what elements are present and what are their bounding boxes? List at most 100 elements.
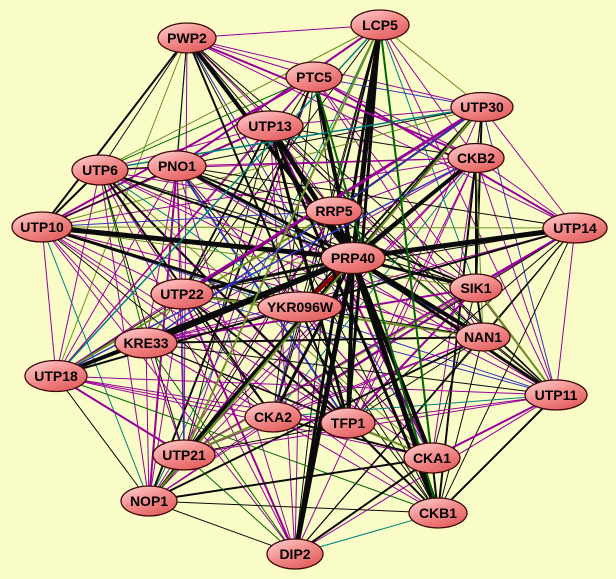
edge: [294, 457, 433, 555]
node-ckb2[interactable]: CKB2: [447, 142, 505, 174]
edge: [181, 293, 274, 418]
edge: [481, 106, 576, 229]
node-pno1[interactable]: PNO1: [147, 150, 207, 182]
node-ellipse[interactable]: [403, 442, 461, 474]
node-ckb1[interactable]: CKB1: [408, 497, 468, 529]
node-rrp5[interactable]: RRP5: [305, 196, 363, 226]
node-utp13[interactable]: UTP13: [236, 110, 304, 142]
edge: [186, 37, 349, 424]
node-cka1[interactable]: CKA1: [403, 442, 461, 474]
edge: [41, 226, 147, 344]
node-utp21[interactable]: UTP21: [152, 439, 216, 471]
edge: [181, 293, 185, 456]
node-ellipse[interactable]: [147, 150, 207, 182]
edge: [346, 24, 382, 424]
edge: [99, 76, 315, 171]
node-ellipse[interactable]: [524, 379, 588, 411]
edge: [347, 336, 484, 424]
edge: [186, 37, 433, 459]
node-nop1[interactable]: NOP1: [120, 485, 178, 517]
edge: [431, 157, 477, 459]
edge: [313, 76, 439, 514]
node-cka2[interactable]: CKA2: [244, 401, 302, 433]
node-ellipse[interactable]: [455, 322, 511, 352]
edge: [267, 124, 356, 260]
node-utp11[interactable]: UTP11: [524, 379, 588, 411]
node-ykr096w[interactable]: YKR096W: [257, 291, 343, 323]
node-utp22[interactable]: UTP22: [150, 278, 214, 310]
node-ellipse[interactable]: [408, 497, 468, 529]
node-ellipse[interactable]: [236, 110, 304, 142]
edge: [55, 375, 557, 396]
edge: [41, 226, 57, 377]
edge: [99, 24, 381, 171]
edge: [181, 293, 557, 396]
edge: [55, 165, 178, 377]
edge: [176, 165, 557, 396]
node-ellipse[interactable]: [320, 407, 376, 439]
node-ellipse[interactable]: [285, 61, 343, 93]
node-ellipse[interactable]: [450, 91, 514, 123]
node-ellipse[interactable]: [320, 241, 386, 275]
node-ellipse[interactable]: [257, 291, 343, 323]
edge: [379, 24, 477, 159]
node-ellipse[interactable]: [71, 154, 129, 186]
node-utp10[interactable]: UTP10: [11, 211, 73, 243]
edge: [176, 165, 576, 229]
edge: [379, 24, 433, 459]
edge: [183, 336, 484, 456]
node-ellipse[interactable]: [449, 273, 503, 303]
node-ellipse[interactable]: [266, 538, 324, 570]
edge: [186, 24, 381, 39]
edge: [351, 156, 478, 260]
node-ellipse[interactable]: [152, 439, 216, 471]
edge: [148, 457, 433, 502]
node-ellipse[interactable]: [11, 211, 73, 243]
node-dip2[interactable]: DIP2: [266, 538, 324, 570]
edge: [55, 375, 274, 418]
node-ellipse[interactable]: [157, 22, 217, 54]
edge: [347, 287, 477, 424]
node-ellipse[interactable]: [244, 401, 302, 433]
node-sik1[interactable]: SIK1: [449, 273, 503, 303]
node-ellipse[interactable]: [305, 196, 363, 226]
edge: [99, 169, 147, 344]
node-ellipse[interactable]: [120, 485, 178, 517]
node-ellipse[interactable]: [447, 142, 505, 174]
node-ptc5[interactable]: PTC5: [285, 61, 343, 93]
node-utp14[interactable]: UTP14: [542, 212, 608, 244]
node-prp40[interactable]: PRP40: [320, 241, 386, 275]
node-lcp5[interactable]: LCP5: [350, 9, 410, 41]
edge: [183, 125, 271, 456]
edge: [183, 37, 188, 456]
node-pwp2[interactable]: PWP2: [157, 22, 217, 54]
edge: [148, 24, 381, 502]
edge: [55, 256, 354, 378]
node-ellipse[interactable]: [150, 278, 214, 310]
node-utp30[interactable]: UTP30: [450, 91, 514, 123]
edge: [55, 375, 185, 456]
edge: [347, 422, 439, 514]
edge: [186, 37, 477, 159]
edge: [292, 257, 356, 555]
node-ellipse[interactable]: [114, 327, 178, 359]
node-tfp1[interactable]: TFP1: [320, 407, 376, 439]
edge: [41, 106, 483, 228]
edge: [294, 306, 301, 555]
edge: [41, 37, 188, 228]
node-kre33[interactable]: KRE33: [114, 327, 178, 359]
edge: [437, 336, 484, 514]
edge: [41, 226, 296, 555]
node-ellipse[interactable]: [542, 212, 608, 244]
node-utp18[interactable]: UTP18: [24, 359, 88, 393]
node-nan1[interactable]: NAN1: [455, 322, 511, 352]
node-utp6[interactable]: UTP6: [71, 154, 129, 186]
edge: [176, 165, 296, 555]
edge: [176, 157, 477, 167]
edge: [41, 224, 354, 261]
node-ellipse[interactable]: [24, 359, 88, 393]
edge: [55, 125, 271, 377]
node-ellipse[interactable]: [350, 9, 410, 41]
